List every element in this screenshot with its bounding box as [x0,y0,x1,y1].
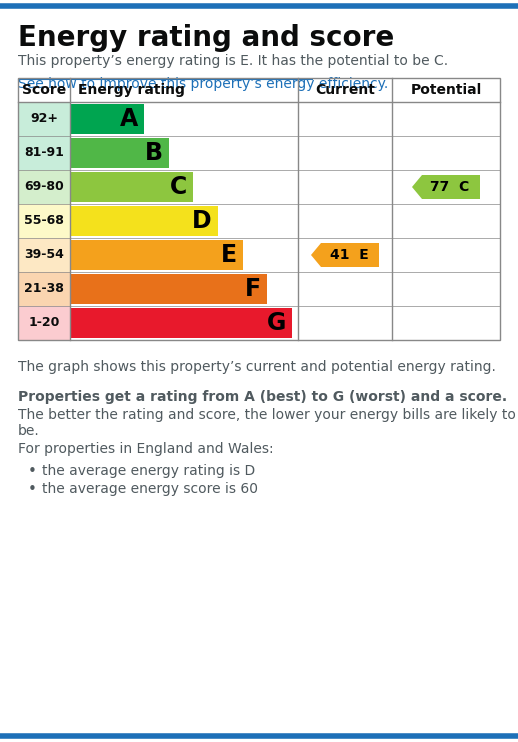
Text: 1-20: 1-20 [28,317,60,329]
Text: Score: Score [22,83,66,97]
Text: 92+: 92+ [30,113,58,125]
Text: •: • [28,482,37,497]
Text: the average energy score is 60: the average energy score is 60 [42,482,258,496]
Bar [18,136,70,170]
Bar [18,170,70,204]
Text: See how to improve this property’s energy efficiency.: See how to improve this property’s energ… [18,77,388,91]
Text: F: F [245,277,262,301]
Text: D: D [192,209,212,233]
Text: 81-91: 81-91 [24,146,64,160]
Text: The graph shows this property’s current and potential energy rating.: The graph shows this property’s current … [18,360,496,374]
Bar [18,78,500,340]
Text: Potential: Potential [410,83,482,97]
Text: 77  C: 77 C [430,180,470,194]
Text: This property’s energy rating is E. It has the potential to be C.: This property’s energy rating is E. It h… [18,54,448,68]
Text: •: • [28,464,37,479]
Bar [70,104,144,134]
Text: 39-54: 39-54 [24,249,64,261]
Bar [70,138,169,168]
Bar [70,240,242,270]
Text: For properties in England and Wales:: For properties in England and Wales: [18,442,274,456]
Text: the average energy rating is D: the average energy rating is D [42,464,255,478]
Text: B: B [145,141,163,165]
Text: Energy rating: Energy rating [78,83,185,97]
Text: G: G [267,311,286,335]
Text: 41  E: 41 E [329,248,368,262]
Bar [18,102,70,136]
Text: Properties get a rating from A (best) to G (worst) and a score.: Properties get a rating from A (best) to… [18,390,507,404]
Text: 55-68: 55-68 [24,214,64,228]
Text: 69-80: 69-80 [24,180,64,194]
Text: The better the rating and score, the lower your energy bills are likely to be.: The better the rating and score, the low… [18,408,516,439]
Text: A: A [120,107,138,131]
Bar [70,274,267,304]
Bar [70,308,292,338]
Bar [70,206,218,236]
Text: Current: Current [315,83,375,97]
Text: Energy rating and score: Energy rating and score [18,24,394,52]
Polygon shape [311,243,379,267]
Bar [18,204,70,238]
Text: E: E [221,243,237,267]
Polygon shape [412,175,480,199]
Bar [18,272,70,306]
Text: C: C [170,175,188,199]
Bar [18,306,70,340]
Bar [18,238,70,272]
Text: 21-38: 21-38 [24,283,64,295]
Bar [70,172,193,202]
